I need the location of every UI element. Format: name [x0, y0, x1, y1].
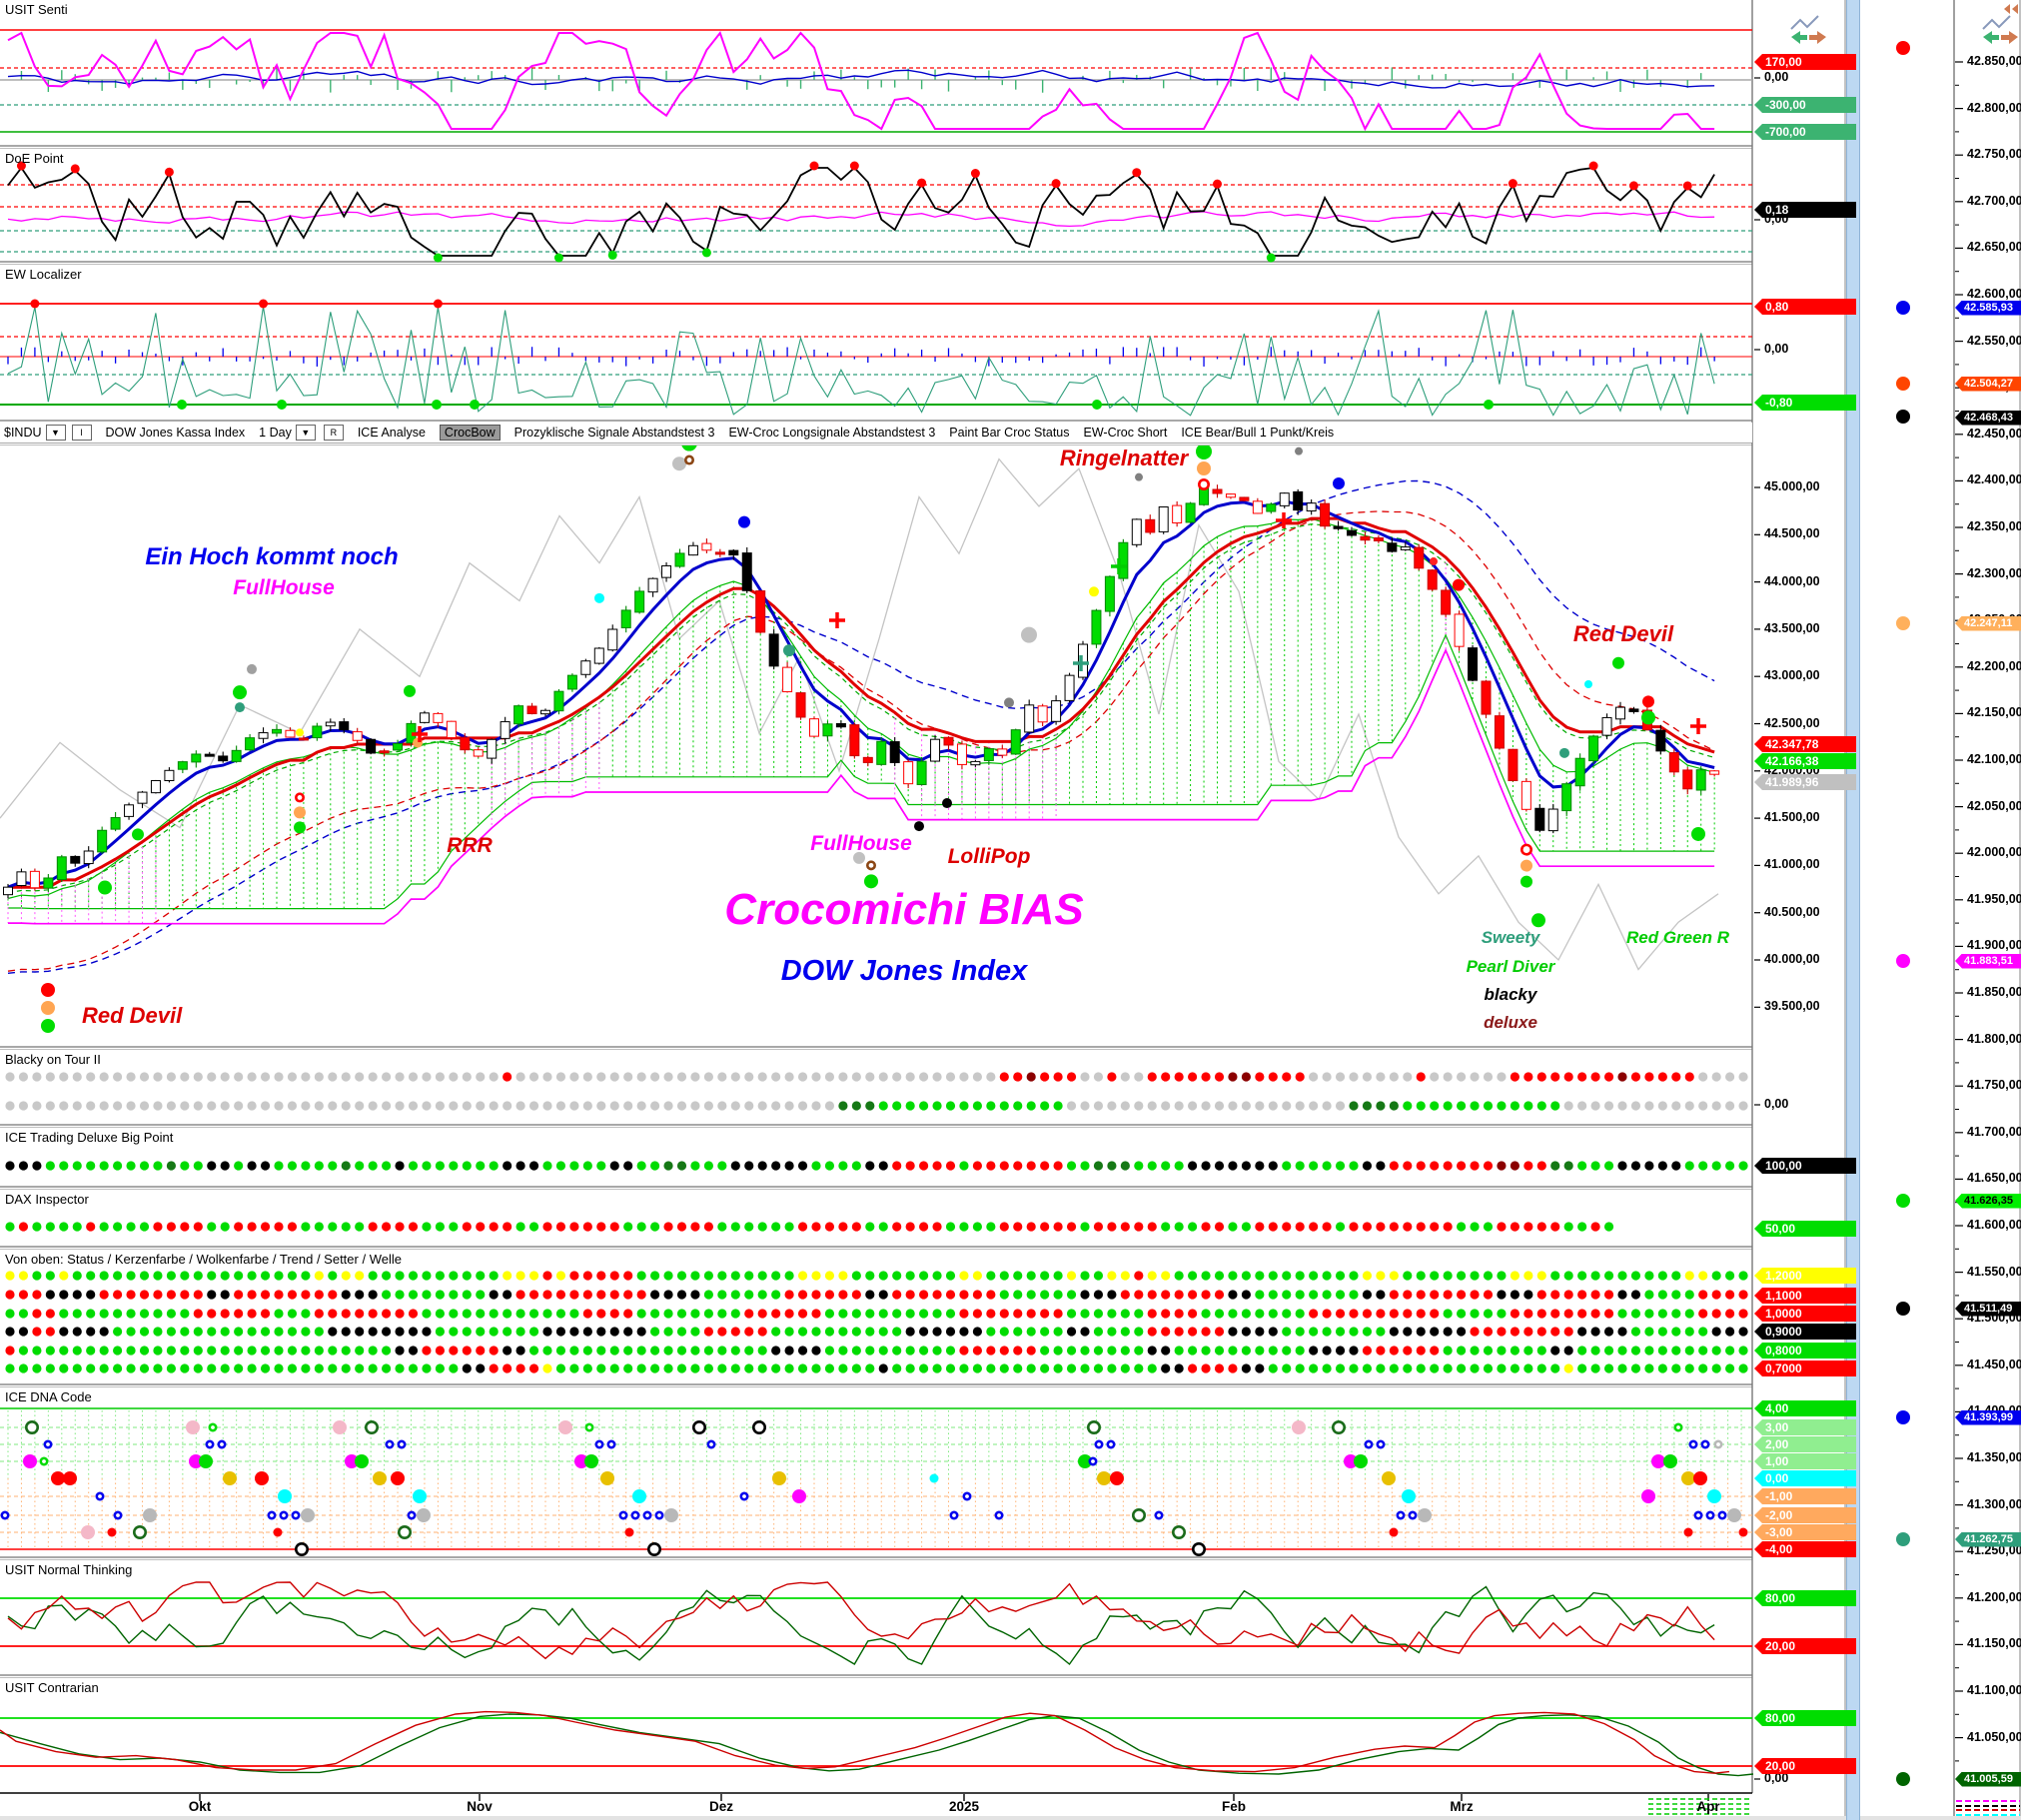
instrument-label: DOW Jones Kassa Index — [105, 426, 246, 440]
panel-usit-senti — [0, 29, 1752, 133]
chart-toolbar: $INDU ▼ I DOW Jones Kassa Index 1 Day ▼ R ICE A… — [0, 423, 1752, 443]
main-signal-dots — [41, 446, 1706, 1033]
interval-dropdown[interactable]: I — [71, 425, 92, 441]
menu-item-0[interactable]: ICE Analyse — [357, 426, 426, 440]
menu-item-4[interactable]: Paint Bar Croc Status — [949, 426, 1070, 440]
panel-usit-contrarian — [0, 1710, 1754, 1777]
symbol-dropdown[interactable]: ▼ — [45, 425, 66, 441]
panel-ew-localizer — [0, 299, 1752, 417]
menu-item-2[interactable]: Prozyklische Signale Abstandstest 3 — [513, 426, 715, 440]
menu-item-3[interactable]: EW-Croc Longsignale Abstandstest 3 — [728, 426, 936, 440]
panel-main-chart — [0, 446, 1720, 1033]
menu-item-5[interactable]: EW-Croc Short — [1083, 426, 1168, 440]
dot-row-panels — [5, 1072, 1748, 1373]
symbol-label: $INDU — [4, 426, 42, 440]
panel-ice-dna — [0, 1407, 1752, 1556]
main-candles — [3, 482, 1720, 899]
r-dropdown[interactable]: R — [323, 425, 344, 441]
menu-item-6[interactable]: ICE Bear/Bull 1 Punkt/Kreis — [1181, 426, 1335, 440]
mini-legend-marks — [1648, 1798, 2020, 1816]
panel-usit-nt — [0, 1581, 1752, 1666]
period-dropdown[interactable]: ▼ — [295, 425, 316, 441]
panel-doe-point — [0, 161, 1752, 263]
vertical-scrollbar[interactable] — [1846, 0, 1860, 1820]
period-label: 1 Day — [259, 426, 292, 440]
menu-item-1[interactable]: CrocBow — [439, 425, 501, 441]
